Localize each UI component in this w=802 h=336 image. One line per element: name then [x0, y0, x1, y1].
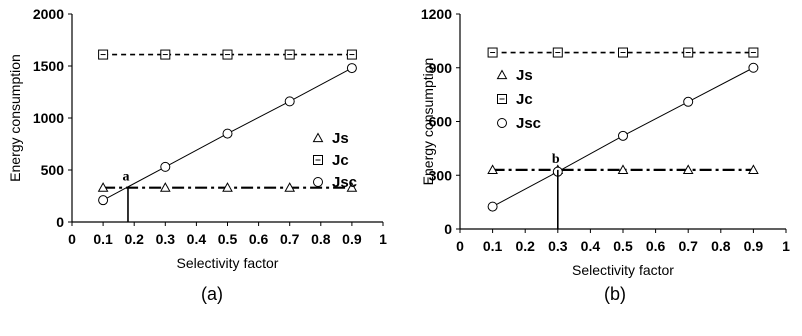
y-axis-label: Energy consumption	[420, 58, 436, 186]
legend-marker-jc	[497, 94, 507, 104]
legend-marker-js	[496, 69, 508, 80]
chart-panel-a: 0 500 1000 1500 2000 0 0.1 0.2 0.3 0.4 0.5 0.6 0.7 0.…	[7, 6, 387, 304]
y-tick-label: 600	[429, 114, 453, 130]
annotation-label: b	[552, 152, 560, 167]
data-point-jsc	[487, 201, 498, 212]
data-point-js	[159, 182, 171, 192]
y-tick-label: 1000	[33, 110, 64, 126]
data-point-jc	[160, 49, 171, 60]
x-tick-label: 0.7	[678, 238, 698, 254]
x-tick-label: 0.4	[187, 231, 207, 247]
y-tick-label: 1500	[33, 58, 64, 74]
legend-marker-jsc	[497, 118, 507, 128]
data-point-js	[346, 182, 358, 192]
annotation-label: a	[122, 170, 129, 185]
x-tick-label: 0.6	[249, 231, 269, 247]
y-tick-label: 1200	[421, 6, 452, 22]
data-point-jc	[222, 49, 233, 60]
x-tick-label: 0	[68, 231, 76, 247]
data-point-js	[617, 164, 629, 174]
x-tick-label: 0.9	[744, 238, 764, 254]
data-point-jsc	[98, 195, 109, 206]
data-point-js	[97, 182, 109, 192]
legend-label-jc: Jc	[332, 152, 349, 169]
data-point-js	[748, 164, 759, 174]
chart-panel-b: 0 300 600 900 1200 0 0.1 0.2 0.3 0.4 0.5 0.6 0.7 0.8 0…	[420, 6, 790, 304]
y-tick-label: 900	[429, 60, 453, 76]
legend-marker-jc	[313, 155, 323, 165]
x-tick-label: 0.9	[342, 231, 362, 247]
x-tick-label: 1	[379, 231, 387, 247]
data-point-js	[284, 182, 296, 192]
legend-label-js: Js	[332, 130, 349, 147]
legend-label-jsc: Jsc	[332, 174, 357, 191]
x-tick-label: 0.8	[311, 231, 331, 247]
y-tick-label: 300	[429, 167, 453, 183]
x-tick-label: 0.7	[280, 231, 300, 247]
panel-caption: (b)	[604, 284, 626, 304]
x-tick-label: 0.1	[483, 238, 503, 254]
data-point-jc	[552, 47, 563, 58]
data-point-jc	[683, 47, 694, 58]
data-point-jsc	[160, 161, 171, 172]
y-axis-label: Energy consumption	[7, 54, 23, 182]
data-point-jsc	[284, 96, 295, 107]
legend-marker-jsc	[313, 177, 323, 187]
panel-caption: (a)	[201, 284, 223, 304]
data-point-jc	[748, 47, 759, 58]
data-point-jsc	[222, 128, 233, 139]
y-tick-label: 0	[56, 214, 64, 230]
x-axis-label: Selectivity factor	[572, 262, 674, 278]
x-tick-label: 0.8	[711, 238, 731, 254]
data-point-jc	[487, 47, 498, 58]
data-point-jsc	[683, 96, 694, 107]
x-tick-label: 0.4	[581, 238, 601, 254]
x-tick-label: 0.5	[218, 231, 238, 247]
data-point-jsc	[748, 62, 759, 73]
data-point-jc	[284, 49, 295, 60]
x-tick-label: 1	[782, 238, 790, 254]
data-point-jc	[346, 49, 357, 60]
data-point-jc	[98, 49, 109, 60]
data-point-jc	[618, 47, 628, 58]
x-tick-label: 0.1	[93, 231, 113, 247]
legend-label-jsc: Jsc	[516, 115, 541, 132]
x-tick-label: 0	[456, 238, 464, 254]
y-tick-label: 2000	[33, 6, 64, 22]
legend-label-jc: Jc	[516, 91, 533, 108]
x-tick-label: 0.5	[613, 238, 633, 254]
x-tick-label: 0.2	[124, 231, 144, 247]
x-axis-label: Selectivity factor	[177, 255, 279, 271]
data-point-js	[682, 164, 694, 174]
x-tick-label: 0.6	[646, 238, 666, 254]
data-point-jsc	[346, 63, 357, 74]
legend-marker-js	[312, 132, 324, 143]
y-tick-label: 0	[444, 221, 452, 237]
y-tick-label: 500	[41, 162, 65, 178]
x-tick-label: 0.3	[548, 238, 568, 254]
data-point-js	[222, 182, 233, 192]
data-point-js	[487, 164, 498, 174]
x-tick-label: 0.2	[515, 238, 535, 254]
data-point-jsc	[618, 130, 628, 141]
legend-label-js: Js	[516, 67, 533, 84]
x-tick-label: 0.3	[156, 231, 176, 247]
